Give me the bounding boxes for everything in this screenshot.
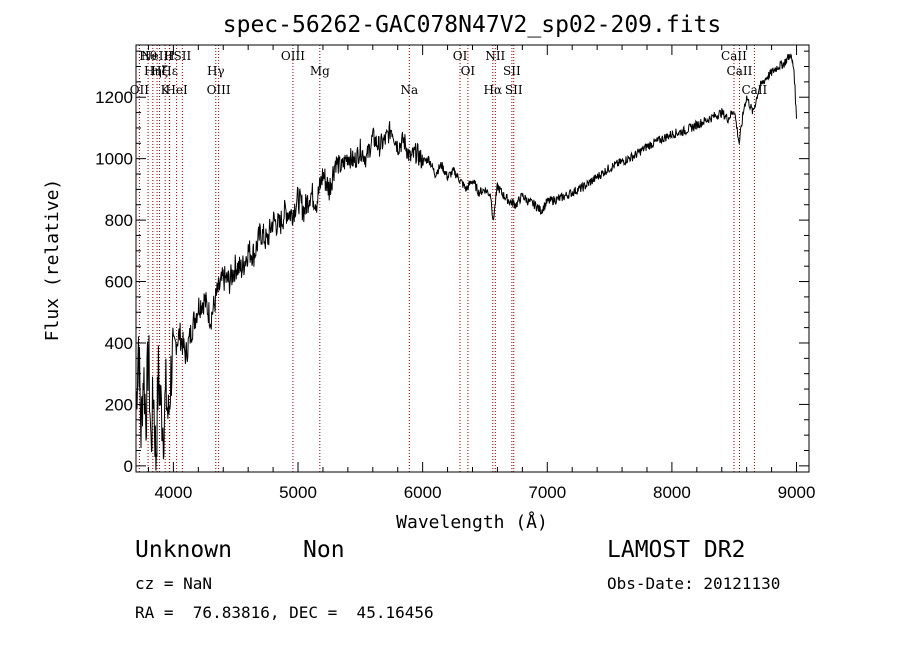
- y-tick-label: 0: [124, 457, 133, 476]
- x-tick-label: 5000: [279, 483, 317, 502]
- line-label: SII: [505, 83, 523, 97]
- emission-line-markers: [138, 45, 755, 472]
- y-tick-label: 800: [105, 211, 133, 230]
- line-label: Hα: [484, 83, 503, 97]
- line-label: OI: [461, 64, 476, 78]
- line-label: H: [164, 49, 174, 63]
- line-label: CaII: [721, 49, 747, 63]
- x-tick-label: 9000: [778, 483, 816, 502]
- redshift-cz: cz = NaN: [135, 574, 213, 593]
- line-label: NII: [485, 49, 505, 63]
- y-axis-label: Flux (relative): [42, 179, 63, 342]
- y-tick-label: 600: [105, 273, 133, 292]
- x-tick-label: 7000: [528, 483, 566, 502]
- x-tick-label: 4000: [154, 483, 192, 502]
- spectral-class: Unknown: [135, 537, 232, 563]
- line-label: OI: [453, 49, 468, 63]
- y-tick-label: 400: [105, 334, 133, 353]
- plot-frame: [135, 44, 810, 473]
- line-label: Hε: [161, 64, 178, 78]
- x-axis-ticks: 4000 5000 6000 7000 8000 9000: [147, 45, 816, 502]
- x-tick-label: 6000: [404, 483, 442, 502]
- line-label: SII: [174, 49, 192, 63]
- line-label: Na: [400, 83, 418, 97]
- line-label: Hη: [144, 64, 162, 78]
- line-label: Mg: [310, 64, 330, 78]
- y-tick-label: 1000: [95, 150, 133, 169]
- line-label: OIII: [207, 83, 231, 97]
- line-label: Hζ: [151, 64, 168, 78]
- x-axis-label: Wavelength (Å): [396, 511, 548, 533]
- y-tick-label: 1200: [95, 88, 133, 107]
- line-label: HeI: [165, 83, 188, 97]
- line-label: Hθ: [139, 49, 157, 63]
- line-label: CaII: [741, 83, 767, 97]
- x-tick-label: 8000: [653, 483, 691, 502]
- line-label: NeIII: [141, 49, 173, 63]
- line-label: OII: [130, 83, 150, 97]
- line-label: CaII: [727, 64, 753, 78]
- survey-name: LAMOST DR2: [607, 537, 746, 563]
- y-tick-label: 200: [105, 395, 133, 414]
- y-axis-ticks: 0 200 400 600 800 1000 1200: [95, 50, 809, 476]
- line-label: Hγ: [207, 64, 225, 78]
- line-label: OIII: [281, 49, 305, 63]
- spectrum-line: [135, 53, 797, 471]
- chart-title: spec-56262-GAC078N47V2_sp02-209.fits: [223, 12, 722, 38]
- line-label: K: [161, 83, 171, 97]
- spectral-subclass: Non: [303, 537, 345, 563]
- line-label: SII: [503, 64, 521, 78]
- coordinates: RA = 76.83816, DEC = 45.16456: [135, 603, 434, 622]
- obs-date: Obs-Date: 20121130: [607, 574, 781, 593]
